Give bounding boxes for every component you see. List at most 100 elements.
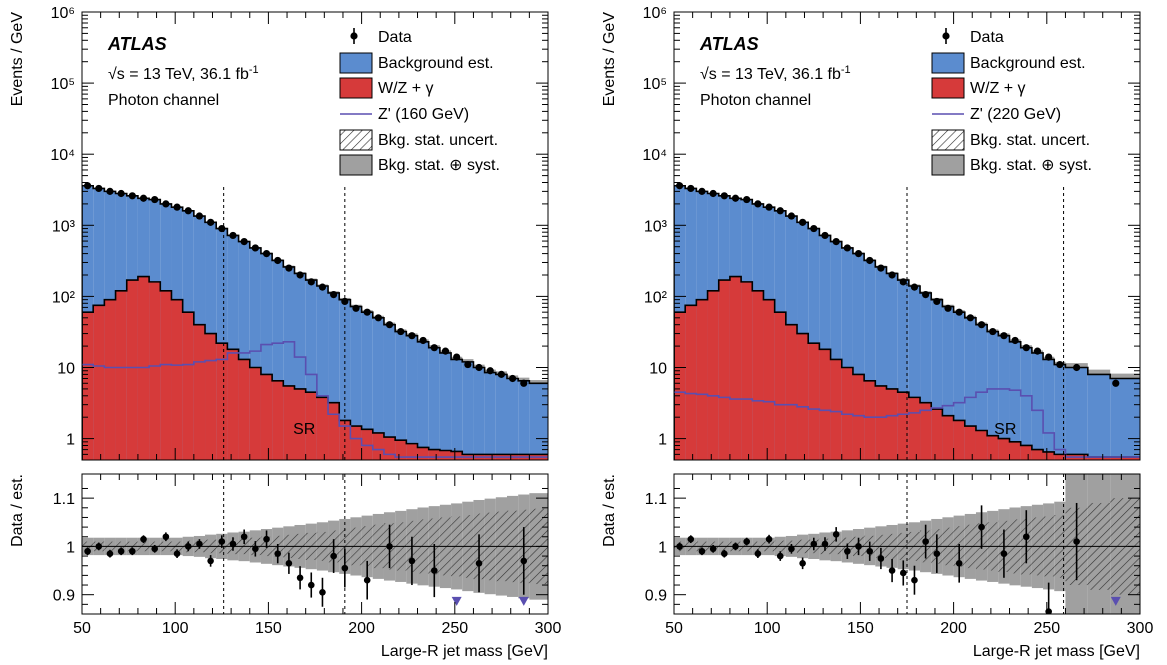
ratio-point xyxy=(330,552,337,560)
channel-label: Photon channel xyxy=(700,92,811,109)
ratio-point xyxy=(922,538,929,545)
ratio-point xyxy=(129,547,136,555)
atlas-label: ATLAS xyxy=(699,34,759,54)
background-bar xyxy=(819,235,831,460)
data-point xyxy=(977,321,986,329)
data-point xyxy=(441,347,450,355)
background-bar xyxy=(987,331,999,460)
ratio-point xyxy=(307,581,315,589)
wz-bar xyxy=(160,290,172,460)
background-bar xyxy=(473,367,485,460)
ratio-axis-label: Data / est. xyxy=(9,474,26,547)
data-point xyxy=(374,314,382,322)
data-point xyxy=(520,379,528,387)
ratio-point xyxy=(1022,533,1030,541)
ratio-point xyxy=(799,560,806,567)
wz-bar xyxy=(406,443,418,460)
data-point xyxy=(385,321,394,329)
background-bar xyxy=(406,335,418,460)
background-bar xyxy=(964,317,976,460)
background-bar xyxy=(1020,347,1032,460)
background-bar xyxy=(1065,367,1088,460)
data-point xyxy=(397,327,405,336)
background-bar xyxy=(920,292,932,460)
wz-bar xyxy=(819,349,831,460)
data-point xyxy=(754,200,762,208)
background-bar xyxy=(506,378,519,460)
data-point xyxy=(464,360,472,369)
data-point xyxy=(821,231,829,240)
wz-bar xyxy=(104,299,116,460)
data-point xyxy=(128,192,136,200)
ratio-tick-label: 1 xyxy=(66,539,75,556)
wz-bar xyxy=(852,374,865,460)
data-point xyxy=(408,332,416,340)
wz-bar xyxy=(763,299,775,460)
background-bar xyxy=(1031,352,1044,460)
ratio-point xyxy=(106,550,114,557)
background-bar xyxy=(897,280,909,460)
wz-bar xyxy=(987,435,999,460)
wz-bar xyxy=(998,438,1010,460)
ratio-point xyxy=(520,557,528,565)
ratio-point xyxy=(687,535,695,543)
sr-label: SR xyxy=(994,421,1016,438)
background-bar xyxy=(372,317,384,460)
background-bar xyxy=(316,286,329,460)
background-bar xyxy=(931,299,943,460)
data-point xyxy=(776,207,784,215)
background-bar xyxy=(305,280,317,460)
background-bar xyxy=(484,372,496,460)
data-point xyxy=(989,327,997,336)
ratio-point xyxy=(319,588,326,596)
y-tick-label: 10² xyxy=(52,289,76,306)
y-tick-label: 10³ xyxy=(52,218,76,235)
ratio-point xyxy=(821,540,829,548)
wz-bar xyxy=(908,397,921,460)
data-point xyxy=(743,195,751,204)
ratio-point xyxy=(866,547,874,555)
ratio-point xyxy=(184,543,192,550)
wz-bar xyxy=(674,312,686,460)
background-bar xyxy=(294,273,306,460)
wz-bar xyxy=(886,388,898,460)
wz-bar xyxy=(774,312,786,460)
wz-bar xyxy=(361,429,373,460)
data-point xyxy=(787,212,796,220)
x-tick-label: 50 xyxy=(665,620,683,637)
ratio-offscale-arrow xyxy=(1110,596,1121,606)
legend-wz-swatch xyxy=(339,77,373,99)
wz-bar xyxy=(115,290,127,460)
ratio-point xyxy=(363,576,371,584)
x-tick-label: 300 xyxy=(1127,620,1154,637)
y-tick-label: 10⁵ xyxy=(51,76,75,93)
wz-bar xyxy=(942,415,954,460)
data-point xyxy=(486,367,494,375)
data-point xyxy=(675,182,684,190)
x-tick-label: 300 xyxy=(535,620,562,637)
wz-bar xyxy=(1110,457,1140,460)
ratio-point xyxy=(877,555,885,562)
wz-bar xyxy=(1054,454,1066,460)
ratio-point xyxy=(698,547,706,555)
ratio-point xyxy=(978,523,985,531)
wz-bar xyxy=(372,432,384,460)
background-bar xyxy=(864,260,876,460)
wz-bar xyxy=(305,392,317,460)
background-bar xyxy=(908,286,921,460)
data-point xyxy=(1022,344,1030,352)
data-point xyxy=(363,308,371,316)
x-tick-label: 150 xyxy=(847,620,874,637)
ratio-point xyxy=(285,560,293,567)
wz-bar xyxy=(897,392,909,460)
wz-outline xyxy=(82,275,548,460)
ratio-point xyxy=(252,545,259,553)
background-bar xyxy=(886,273,898,460)
ratio-point xyxy=(84,547,91,555)
legend-wz-label: W/Z + γ xyxy=(970,80,1026,97)
panel-right: SR 50 100 150 200 250 300 1 10 10² 10³ 10⁴ 10⁵ 10⁶ 0.9… xyxy=(601,5,1153,660)
background-bar xyxy=(942,306,954,460)
ratio-tick-label: 0.9 xyxy=(645,588,667,605)
legend-data-marker xyxy=(350,32,358,40)
